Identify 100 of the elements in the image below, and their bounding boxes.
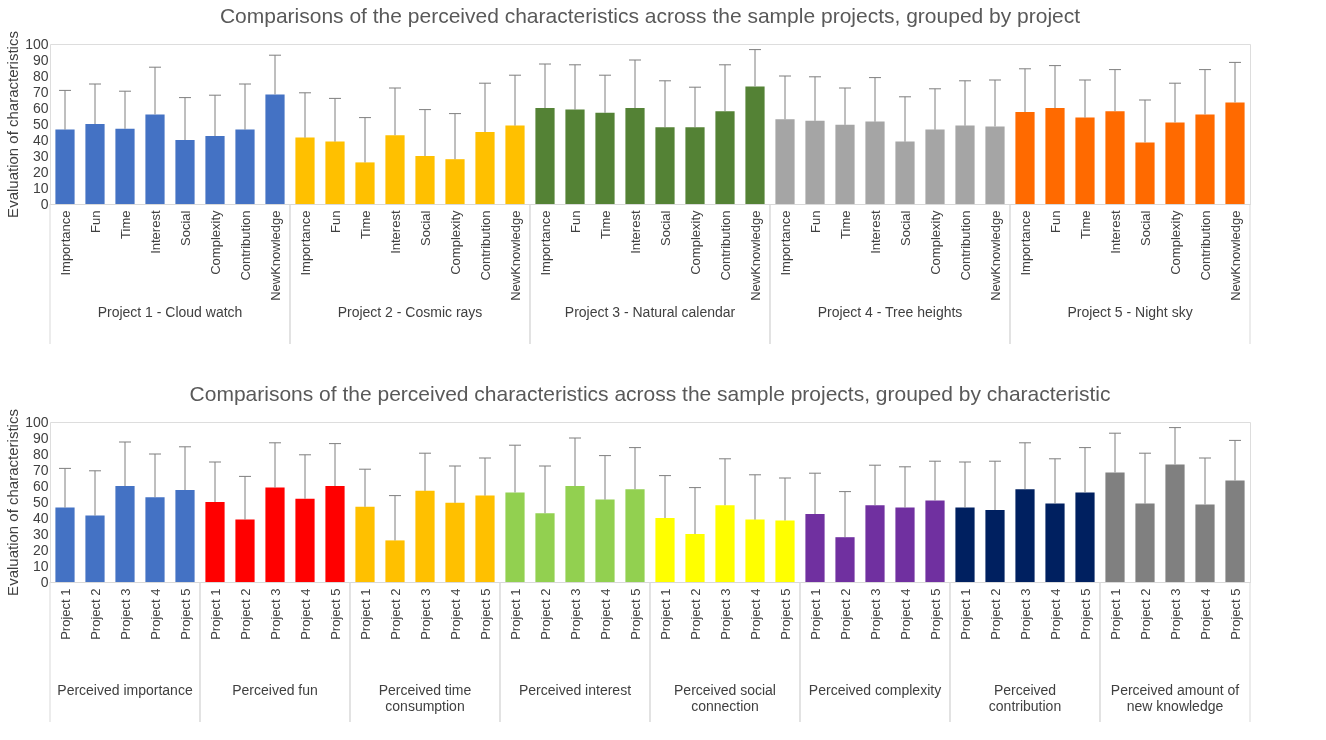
x-tick-label: Project 4 (447, 588, 463, 640)
x-tick-label: Interest (867, 210, 883, 254)
x-tick-label: Fun (327, 210, 343, 233)
x-tick-label: Project 3 (417, 588, 433, 640)
x-tick-label: Project 2 (387, 588, 403, 640)
x-tick-label: Project 5 (777, 588, 793, 640)
x-tick-label: Project 3 (717, 588, 733, 640)
y-tick-label: 30 (32, 147, 49, 164)
x-tick-label: Project 1 (657, 588, 673, 640)
x-tick-label: Time (837, 210, 853, 239)
x-tick-label: NewKnowledge (507, 210, 523, 301)
x-tick-label: NewKnowledge (1227, 210, 1243, 301)
x-tick-label: Fun (567, 210, 583, 233)
x-tick-label: Project 3 (117, 588, 133, 640)
x-tick-label: Project 1 (1107, 588, 1123, 640)
x-tick-label: Project 3 (567, 588, 583, 640)
x-tick-label: Project 2 (1137, 588, 1153, 640)
x-tick-label: Social (417, 210, 433, 246)
y-tick-label: 0 (40, 195, 49, 212)
x-tick-label: Project 2 (987, 588, 1003, 640)
chart-title: Comparisons of the perceived characteristics across the sample projects, grouped by characteristic (189, 381, 1111, 405)
text: Perceived interest (518, 682, 632, 698)
x-tick-label: Project 2 (837, 588, 853, 640)
y-tick-label: 50 (32, 115, 49, 132)
y-tick-label: 20 (32, 541, 49, 558)
text: Perceived importance (57, 682, 193, 698)
x-tick-label: Social (657, 210, 673, 246)
y-tick-label: 60 (32, 477, 49, 494)
x-tick-label: Contribution (717, 210, 733, 281)
x-tick-label: Importance (297, 210, 313, 276)
x-tick-label: Project 4 (1047, 588, 1063, 640)
x-tick-label: Project 4 (747, 588, 763, 640)
x-tick-label: Time (597, 210, 613, 239)
x-tick-label: Interest (627, 210, 643, 254)
x-tick-label: Fun (87, 210, 103, 233)
x-tick-label: Project 1 (357, 588, 373, 640)
x-tick-label: NewKnowledge (987, 210, 1003, 301)
y-axis-title: Evaluation of characteristics (4, 409, 22, 596)
chart-title: Comparisons of the perceived characteristics across the sample projects, grouped by project (219, 3, 1081, 27)
x-tick-label: Project 4 (1197, 588, 1213, 640)
y-tick-label: 70 (32, 83, 49, 100)
y-tick-label: 80 (32, 445, 49, 462)
x-tick-label: Importance (1017, 210, 1033, 276)
x-tick-label: Interest (387, 210, 403, 254)
x-tick-label: Project 4 (597, 588, 613, 640)
y-tick-label: 90 (32, 51, 49, 68)
y-tick-label: 80 (32, 67, 49, 84)
x-tick-label: Project 2 (237, 588, 253, 640)
text: Project 4 - Tree heights (817, 304, 963, 320)
y-tick-label: 100 (25, 413, 49, 430)
y-tick-label: 50 (32, 493, 49, 510)
y-tick-label: 40 (32, 509, 49, 526)
y-tick-label: 10 (32, 557, 49, 574)
x-tick-label: Project 1 (507, 588, 523, 640)
text: Perceived fun (232, 682, 318, 698)
y-tick-label: 40 (32, 131, 49, 148)
x-tick-label: Complexity (1167, 210, 1183, 275)
x-tick-label: Project 5 (1227, 588, 1243, 640)
x-tick-label: Importance (537, 210, 553, 276)
x-tick-label: Interest (1107, 210, 1123, 254)
y-axis-title: Evaluation of characteristics (4, 31, 22, 218)
x-tick-label: Complexity (927, 210, 943, 275)
x-tick-label: Project 2 (687, 588, 703, 640)
x-tick-label: Complexity (447, 210, 463, 275)
x-tick-label: Project 4 (297, 588, 313, 640)
x-tick-label: Project 5 (327, 588, 343, 640)
x-tick-label: Importance (777, 210, 793, 276)
x-tick-label: Project 3 (867, 588, 883, 640)
x-tick-label: Project 3 (1167, 588, 1183, 640)
x-tick-label: Project 1 (807, 588, 823, 640)
y-tick-label: 60 (32, 99, 49, 116)
x-tick-label: Project 4 (147, 588, 163, 640)
x-tick-label: Project 2 (87, 588, 103, 640)
x-tick-label: Project 1 (57, 588, 73, 640)
x-tick-label: Fun (1047, 210, 1063, 233)
text: Perceived social connection (674, 682, 776, 714)
x-tick-label: Complexity (207, 210, 223, 275)
x-tick-label: Time (117, 210, 133, 239)
x-tick-label: Importance (57, 210, 73, 276)
x-tick-label: Interest (147, 210, 163, 254)
y-tick-label: 10 (32, 179, 49, 196)
x-tick-label: Contribution (477, 210, 493, 281)
x-tick-label: Contribution (237, 210, 253, 281)
y-tick-label: 30 (32, 525, 49, 542)
text: Project 1 - Cloud watch (97, 304, 243, 320)
text: Perceived amount of new knowledge (1110, 682, 1240, 714)
x-tick-label: Complexity (687, 210, 703, 275)
x-tick-label: NewKnowledge (267, 210, 283, 301)
x-tick-label: Social (1137, 210, 1153, 246)
x-tick-label: Project 1 (957, 588, 973, 640)
x-tick-label: Time (357, 210, 373, 239)
text: Perceived complexity (808, 682, 942, 698)
x-tick-label: Project 3 (1017, 588, 1033, 640)
x-tick-label: Time (1077, 210, 1093, 239)
x-tick-label: Project 5 (477, 588, 493, 640)
text: Project 3 - Natural calendar (564, 304, 736, 320)
x-tick-label: Project 5 (927, 588, 943, 640)
text: Project 2 - Cosmic rays (337, 304, 483, 320)
x-tick-label: NewKnowledge (747, 210, 763, 301)
y-tick-label: 90 (32, 429, 49, 446)
